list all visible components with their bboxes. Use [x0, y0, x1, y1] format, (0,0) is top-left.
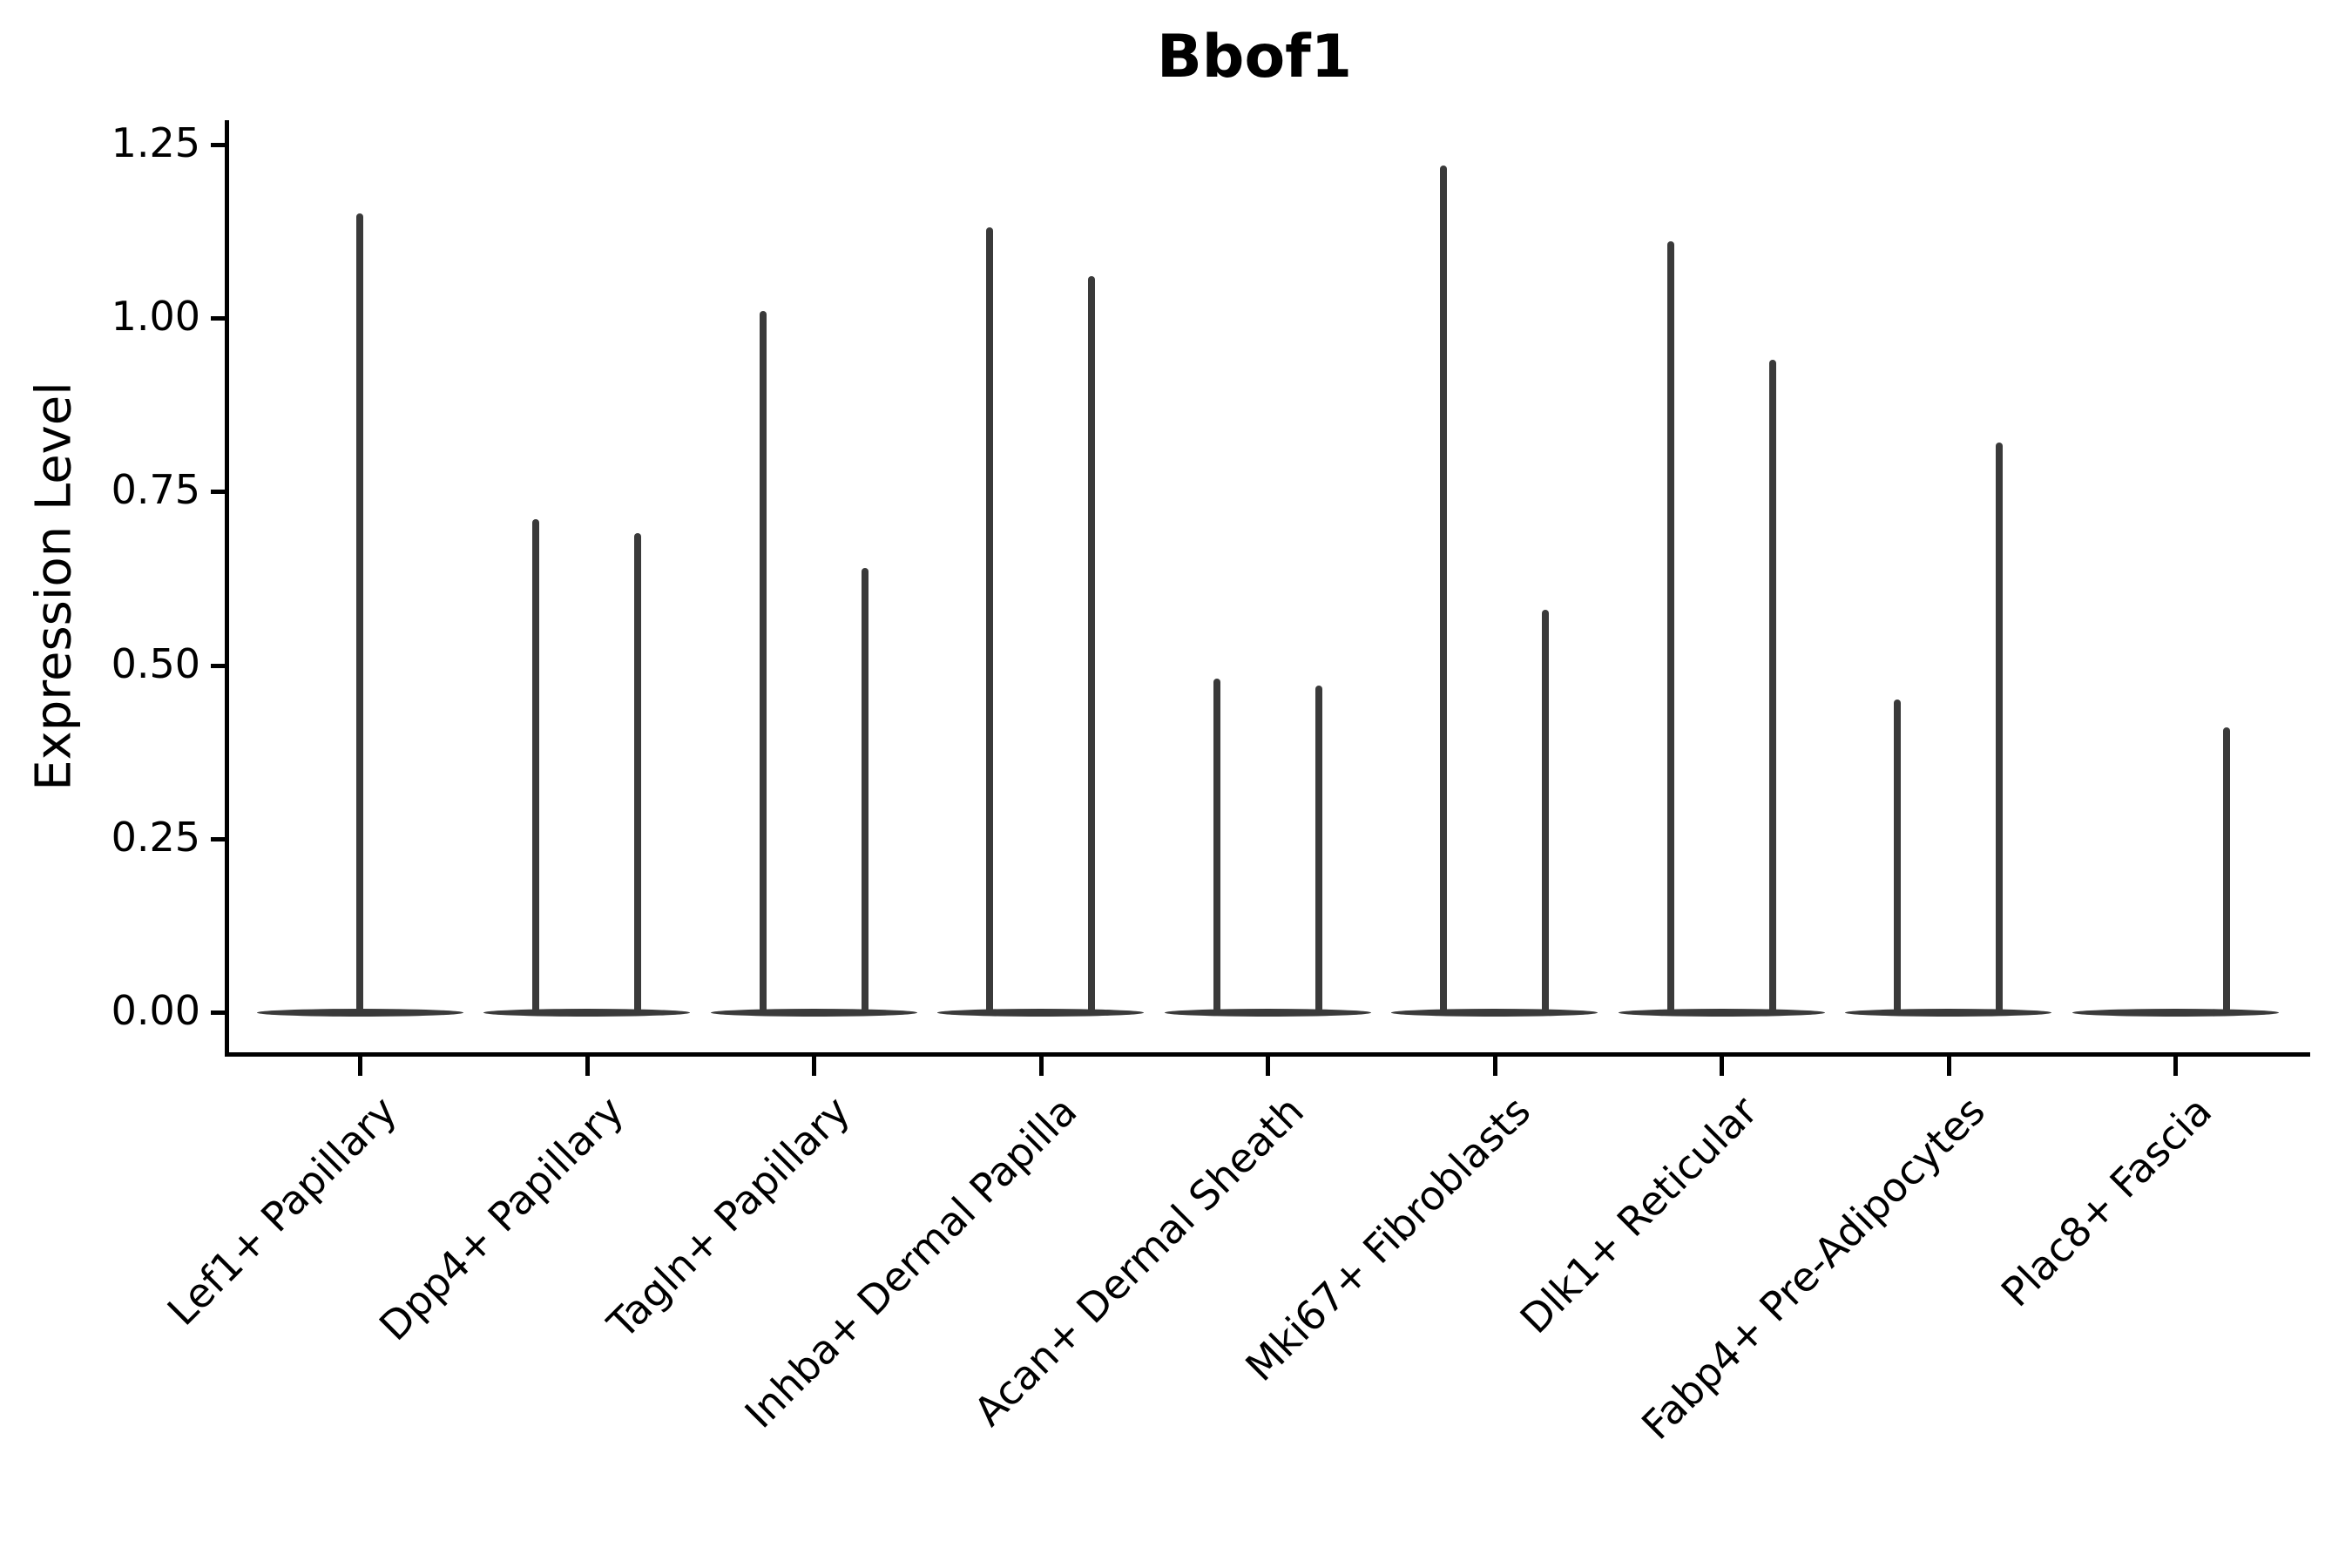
y-tick [211, 490, 225, 495]
x-tick [1266, 1057, 1270, 1076]
x-axis-spine [225, 1052, 2310, 1057]
violin-base [483, 1008, 690, 1017]
violin-spike [861, 567, 868, 1012]
violin-base [1391, 1008, 1598, 1017]
x-tick-label: Dpp4+ Papillary [369, 1087, 632, 1350]
x-tick [2173, 1057, 2178, 1076]
violin-spike [1542, 609, 1549, 1012]
violin-spike [1315, 686, 1322, 1012]
y-axis-label: Expression Level [25, 382, 83, 791]
violin-base [1618, 1008, 1825, 1017]
violin-spike [1996, 443, 2003, 1012]
y-tick-label: 0.25 [111, 813, 200, 861]
violin-base [2072, 1008, 2279, 1017]
violin-base [1845, 1008, 2051, 1017]
violin-spike [1666, 241, 1674, 1012]
violin-base [1164, 1008, 1371, 1017]
violin-spike [759, 311, 767, 1012]
violin-spike [986, 227, 993, 1012]
violin-spike [356, 213, 363, 1012]
violin-spike [1768, 359, 1776, 1012]
y-tick [211, 663, 225, 668]
x-tick-label: Tagln+ Papillary [598, 1087, 860, 1348]
violin-spike [1440, 165, 1447, 1012]
violin-base [937, 1008, 1144, 1017]
x-tick [358, 1057, 362, 1076]
x-tick [585, 1057, 590, 1076]
y-tick-label: 0.00 [111, 986, 200, 1034]
x-tick-label: Lef1+ Papillary [158, 1087, 406, 1335]
y-tick [211, 1010, 225, 1015]
x-tick-label: Plac8+ Fascia [1991, 1087, 2221, 1316]
y-tick [211, 316, 225, 321]
x-tick [1720, 1057, 1724, 1076]
y-axis-spine [225, 120, 229, 1057]
y-tick [211, 142, 225, 147]
violin-spike [634, 533, 641, 1012]
violin-spike [532, 519, 539, 1012]
y-tick-label: 0.75 [111, 466, 200, 514]
violin-base [710, 1008, 917, 1017]
plot-title: Bbof1 [1156, 23, 1353, 91]
x-tick [1038, 1057, 1044, 1076]
y-tick-label: 1.00 [111, 292, 200, 340]
x-tick [1946, 1057, 1951, 1076]
violin-spike [1088, 276, 1095, 1012]
violin-spike [1213, 679, 1220, 1012]
violin-base [256, 1008, 463, 1017]
y-tick-label: 1.25 [111, 118, 200, 166]
violin-spike [2222, 727, 2230, 1012]
violin-spike [1894, 700, 1901, 1012]
x-tick [1492, 1057, 1497, 1076]
x-tick [812, 1057, 816, 1076]
x-tick-label: Dlk1+ Reticular [1511, 1087, 1767, 1343]
y-tick-label: 0.50 [111, 639, 200, 687]
y-tick [211, 836, 225, 841]
